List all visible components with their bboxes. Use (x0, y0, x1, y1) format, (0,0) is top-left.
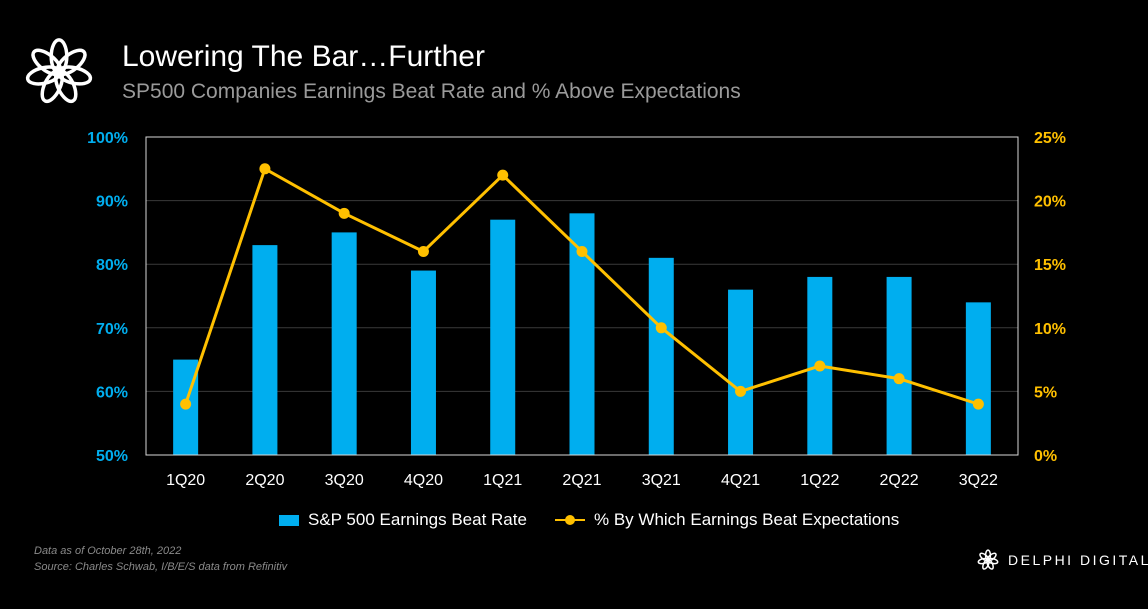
x-axis-tick-label: 4Q20 (404, 472, 443, 489)
right-axis-tick-label: 5% (1034, 384, 1057, 401)
bar-beat-rate (252, 245, 278, 455)
x-axis-tick-label: 1Q20 (166, 472, 205, 489)
point-beat-percent (338, 207, 350, 219)
left-axis-tick-label: 70% (96, 321, 128, 338)
left-axis-tick-label: 60% (96, 384, 128, 401)
point-beat-percent (497, 169, 509, 181)
point-beat-percent (972, 398, 984, 410)
legend-label-beat-percent: % By Which Earnings Beat Expectations (594, 510, 900, 529)
x-axis-tick-label: 1Q21 (483, 472, 522, 489)
legend-line-swatch (555, 514, 585, 526)
right-axis-tick-label: 25% (1034, 130, 1066, 147)
chart-subtitle: SP500 Companies Earnings Beat Rate and %… (122, 80, 741, 103)
bar-beat-rate (331, 232, 357, 455)
brand-name: DELPHI DIGITAL (1008, 552, 1148, 568)
source-note: Source: Charles Schwab, I/B/E/S data fro… (34, 561, 288, 573)
delphi-small-logo-icon (977, 549, 999, 570)
right-axis-tick-label: 20% (1034, 194, 1066, 211)
left-axis-tick-label: 50% (96, 448, 128, 465)
bar-beat-rate (490, 219, 516, 455)
point-beat-percent (576, 245, 588, 257)
right-axis-tick-label: 10% (1034, 321, 1066, 338)
legend-item-beat-percent: % By Which Earnings Beat Expectations (555, 510, 899, 530)
bar-beat-rate (965, 302, 991, 455)
legend-bar-swatch (279, 514, 299, 526)
data-date-note: Data as of October 28th, 2022 (34, 545, 182, 557)
x-axis-tick-label: 2Q22 (880, 472, 919, 489)
point-beat-percent (180, 398, 192, 410)
x-axis-tick-label: 3Q22 (959, 472, 998, 489)
x-axis-tick-label: 2Q21 (562, 472, 601, 489)
bar-beat-rate (410, 270, 436, 455)
point-beat-percent (655, 322, 667, 334)
legend-item-beat-rate: S&P 500 Earnings Beat Rate (279, 510, 527, 530)
point-beat-percent (259, 163, 271, 175)
bar-beat-rate (728, 289, 754, 455)
brand-mark: DELPHI DIGITAL (976, 548, 1148, 572)
left-axis-tick-label: 100% (87, 130, 128, 147)
x-axis-tick-label: 1Q22 (800, 472, 839, 489)
x-axis-tick-label: 2Q20 (245, 472, 284, 489)
plot-area-border (145, 136, 1019, 456)
x-axis-tick-label: 4Q21 (721, 472, 760, 489)
left-axis-tick-label: 80% (96, 257, 128, 274)
point-beat-percent (417, 245, 429, 257)
point-beat-percent (735, 385, 747, 397)
point-beat-percent (814, 360, 826, 372)
chart-title: Lowering The Bar…Further (122, 40, 485, 73)
legend-label-beat-rate: S&P 500 Earnings Beat Rate (308, 510, 527, 529)
bar-beat-rate (648, 257, 674, 455)
x-axis-tick-label: 3Q20 (325, 472, 364, 489)
chart-legend: S&P 500 Earnings Beat Rate % By Which Ea… (0, 510, 1148, 534)
right-axis-tick-label: 0% (1034, 448, 1057, 465)
x-axis-tick-label: 3Q21 (642, 472, 681, 489)
right-axis-tick-label: 15% (1034, 257, 1066, 274)
point-beat-percent (893, 373, 905, 385)
left-axis-tick-label: 90% (96, 194, 128, 211)
bar-beat-rate (886, 276, 912, 455)
delphi-flower-logo-icon (25, 38, 93, 104)
